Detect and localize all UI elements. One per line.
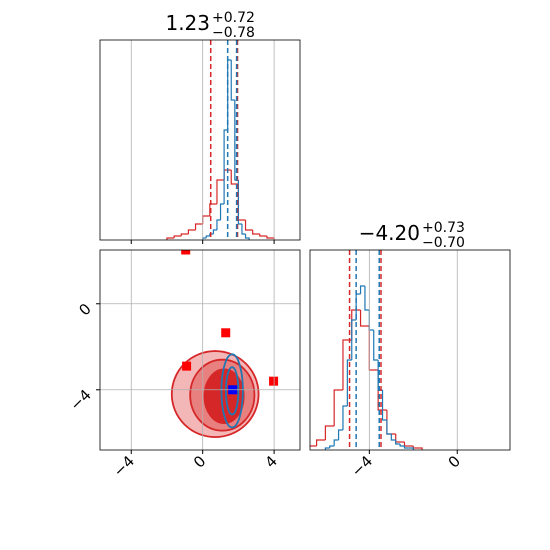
point <box>181 250 191 255</box>
histogram-step <box>266 236 275 240</box>
histogram-step <box>237 184 246 221</box>
histogram-step <box>359 285 365 294</box>
panel-frame <box>99 249 301 451</box>
histogram-step <box>342 405 348 430</box>
histogram-step <box>351 319 357 360</box>
histogram-step <box>359 310 370 327</box>
x-tick-label: 4 <box>261 452 280 471</box>
title-lower: −0.70 <box>422 235 465 251</box>
histogram-step <box>408 447 414 450</box>
histogram-step <box>223 129 228 204</box>
plot-area <box>310 250 423 450</box>
histogram-step <box>324 447 330 450</box>
histogram-step <box>395 440 401 445</box>
histogram-step <box>324 425 335 440</box>
histogram-step <box>216 219 221 230</box>
histogram-step <box>329 445 335 448</box>
histogram-step <box>237 180 242 225</box>
histogram-step <box>252 230 260 235</box>
x-tick-label: −4 <box>348 452 376 480</box>
y-tick-label: 0 <box>75 300 94 319</box>
histogram-step <box>381 390 387 421</box>
histogram-step <box>219 203 225 220</box>
histogram-step <box>364 286 370 311</box>
histogram-step <box>403 446 409 449</box>
x-tick-label: 0 <box>190 452 209 471</box>
title-upper: +0.73 <box>422 220 465 236</box>
histogram-step <box>399 444 405 447</box>
histogram-step <box>373 330 379 361</box>
x-tick-label: 0 <box>445 452 464 471</box>
panel-title: −4.20 <box>359 221 420 245</box>
histogram-step <box>403 442 414 447</box>
histogram-step <box>244 220 253 231</box>
panel-title: 1.23 <box>165 11 210 35</box>
histogram-step <box>244 234 250 240</box>
point <box>221 328 231 338</box>
histogram-step <box>412 446 423 450</box>
contour <box>220 353 244 429</box>
histogram-step <box>337 429 343 440</box>
x-tick-label: −4 <box>110 452 138 480</box>
histogram-step <box>315 439 326 446</box>
histogram-step <box>346 359 352 406</box>
title-lower: −0.78 <box>212 25 255 41</box>
histogram-step <box>368 310 374 331</box>
histogram-step <box>202 215 210 224</box>
histogram-step <box>386 420 392 435</box>
histogram-step <box>386 410 396 435</box>
histogram-step <box>205 235 210 238</box>
point <box>269 376 279 386</box>
plot-area <box>166 40 275 240</box>
histogram-step <box>209 203 217 216</box>
plot-area <box>170 250 279 438</box>
point <box>182 361 192 371</box>
histogram-step <box>310 445 317 447</box>
panel-frame <box>309 249 511 451</box>
histogram-step <box>390 434 396 441</box>
histogram-step <box>216 179 225 204</box>
histogram-step <box>209 233 214 236</box>
title-upper: +0.72 <box>212 10 255 26</box>
histogram-step <box>173 235 182 238</box>
histogram-step <box>187 229 196 234</box>
histogram-step <box>333 439 339 446</box>
histogram-step <box>333 389 343 426</box>
histogram-step <box>166 237 175 240</box>
histogram-step <box>180 233 189 236</box>
histogram-step <box>230 60 235 101</box>
histogram-step <box>241 224 246 235</box>
histogram-step <box>194 223 203 230</box>
contour <box>224 366 240 416</box>
histogram-step <box>212 229 217 234</box>
panel-frame <box>99 39 301 241</box>
histogram-step <box>395 434 405 443</box>
y-tick-label: −4 <box>66 386 94 414</box>
histogram-step <box>259 234 267 237</box>
